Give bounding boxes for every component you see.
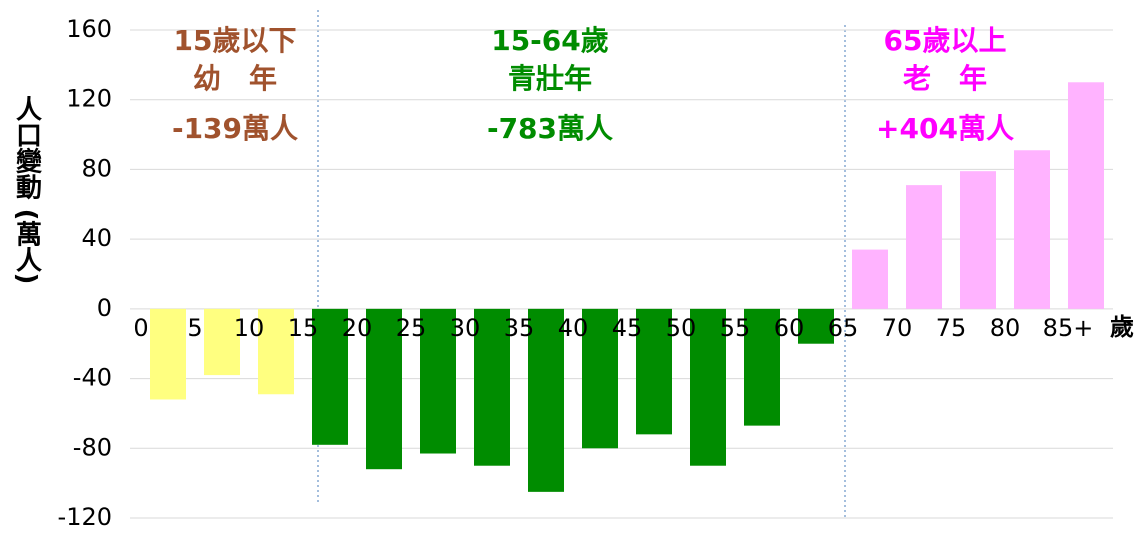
x-tick-label: 60 [774,314,805,342]
group-total: +404萬人 [876,112,1014,145]
bar [150,309,186,400]
group-total: -139萬人 [172,112,298,145]
group-total: -783萬人 [487,112,613,145]
y-tick-label: -80 [73,433,112,461]
chart: 人口變動 (萬人) 歲 -120 -80 -40 0 40 80 120 160 0 5 10 15 2… [0,0,1142,529]
x-tick-label: 30 [450,314,481,342]
group-title: 15-64歲 [491,24,609,57]
y-tick-label: 160 [66,15,112,43]
x-tick-label: 50 [666,314,697,342]
x-tick-label: 5 [187,314,202,342]
x-tick-label: 65 [828,314,859,342]
x-tick-label: 55 [720,314,751,342]
y-tick-label: -120 [58,503,112,529]
y-axis-label: 人口變動 (萬人) [12,95,42,284]
group-subtitle: 老 年 [903,62,987,95]
group-title: 15歲以下 [174,24,297,57]
y-tick-label: -40 [73,364,112,392]
x-tick-label: 45 [612,314,643,342]
x-tick-label: 75 [936,314,967,342]
x-axis-label: 歲 [1110,313,1134,341]
y-tick-label: 80 [81,154,112,182]
x-tick-label: 80 [990,314,1021,342]
group-subtitle: 幼 年 [193,62,277,95]
bar [1014,150,1050,309]
x-tick-label: 10 [234,314,265,342]
x-tick-label: 0 [133,314,148,342]
x-tick-label: 15 [288,314,319,342]
y-tick-label: 120 [66,85,112,113]
bar [852,250,888,309]
bar [960,171,996,309]
y-tick-label: 0 [97,294,112,322]
y-tick-label: 40 [81,224,112,252]
group-subtitle: 青壯年 [508,62,592,95]
x-tick-label: 40 [558,314,589,342]
group-title: 65歲以上 [884,24,1007,57]
bar [1068,82,1104,309]
x-tick-label: 25 [396,314,427,342]
x-tick-label: 85+ [1043,314,1094,342]
x-tick-label: 70 [882,314,913,342]
bar [906,185,942,309]
x-tick-label: 35 [504,314,535,342]
x-tick-label: 20 [342,314,373,342]
